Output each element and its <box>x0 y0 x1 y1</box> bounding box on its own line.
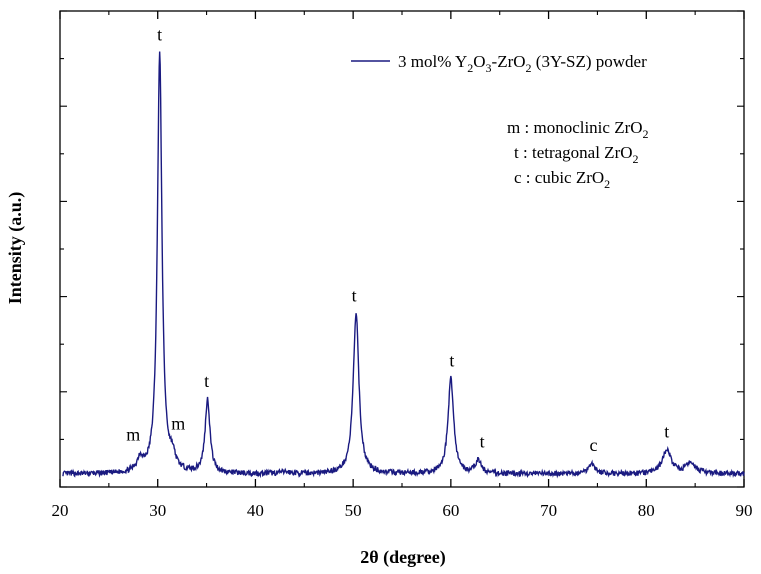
phase-key-symbol: m <box>507 118 520 137</box>
phase-key-cubic: c : cubic ZrO2 <box>514 168 610 191</box>
peak-label-c: c <box>590 435 598 455</box>
phase-key-monoclinic: m : monoclinic ZrO2 <box>507 118 649 141</box>
phase-key-separator: : <box>520 118 533 137</box>
x-axis-title: 2θ (degree) <box>360 547 446 568</box>
phase-key-subscript: 2 <box>643 127 649 141</box>
x-tick-label: 20 <box>52 501 69 520</box>
phase-key-text: monoclinic ZrO <box>533 118 642 137</box>
legend-label-part: O <box>473 52 485 71</box>
x-tick-label: 50 <box>345 501 362 520</box>
phase-key-text: cubic ZrO <box>535 168 604 187</box>
x-tick-label: 70 <box>540 501 557 520</box>
legend-label-part: -ZrO <box>492 52 526 71</box>
y-axis-title: Intensity (a.u.) <box>5 192 26 305</box>
peak-label-m: m <box>126 425 140 445</box>
peak-label-t: t <box>664 422 669 442</box>
phase-key-symbol: t <box>514 143 519 162</box>
series-line <box>62 51 745 479</box>
legend-label-subscript: 3 <box>486 61 492 75</box>
x-axis-tick-labels: 20 30 40 50 60 70 80 90 <box>52 501 753 520</box>
legend-label-subscript: 2 <box>467 61 473 75</box>
peak-label-t: t <box>157 25 162 45</box>
phase-key-text: tetragonal ZrO <box>532 143 633 162</box>
legend-label: 3 mol% Y2O3-ZrO2 (3Y-SZ) powder <box>398 52 647 75</box>
phase-key: m : monoclinic ZrO2 t : tetragonal ZrO2 … <box>507 118 649 191</box>
phase-key-subscript: 2 <box>604 177 610 191</box>
x-tick-label: 80 <box>638 501 655 520</box>
phase-key-symbol: c <box>514 168 522 187</box>
legend-label-subscript: 2 <box>526 61 532 75</box>
phase-key-tetragonal: t : tetragonal ZrO2 <box>514 143 639 166</box>
legend: 3 mol% Y2O3-ZrO2 (3Y-SZ) powder <box>351 52 647 75</box>
peak-label-m: m <box>171 414 185 434</box>
x-tick-label: 60 <box>442 501 459 520</box>
x-tick-label: 30 <box>149 501 166 520</box>
peak-label-t: t <box>449 350 454 370</box>
phase-key-separator: : <box>519 143 532 162</box>
legend-label-part: (3Y-SZ) powder <box>532 52 648 71</box>
x-tick-label: 90 <box>736 501 753 520</box>
phase-key-subscript: 2 <box>633 152 639 166</box>
peak-label-t: t <box>204 371 209 391</box>
legend-label-part: 3 mol% Y <box>398 52 467 71</box>
x-tick-label: 40 <box>247 501 264 520</box>
phase-key-separator: : <box>522 168 535 187</box>
peak-label-t: t <box>352 286 357 306</box>
x-axis-ticks <box>59 11 745 487</box>
peak-label-t: t <box>480 431 485 451</box>
y-axis-ticks <box>60 10 744 488</box>
